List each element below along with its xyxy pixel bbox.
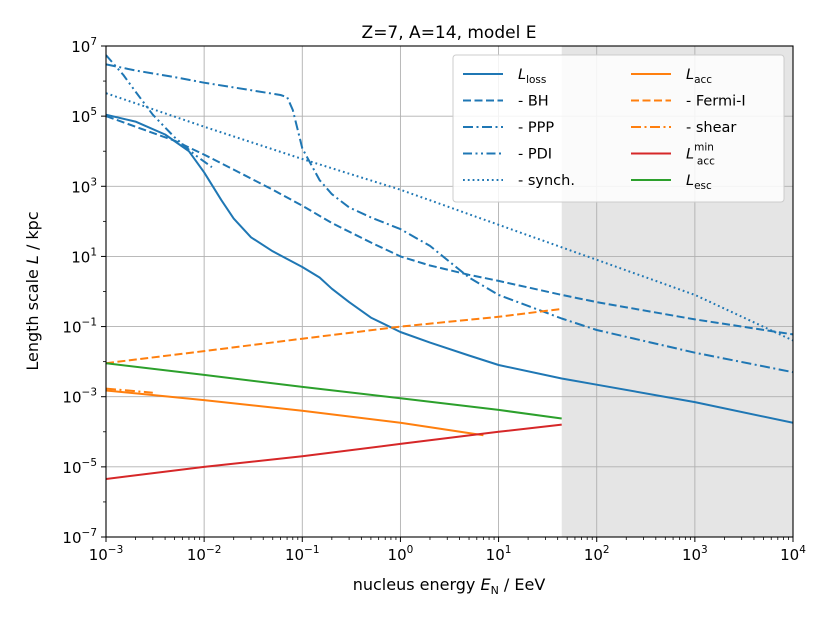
x-tick-label: 10−3 — [89, 544, 124, 564]
series-line-l-loss — [106, 113, 793, 424]
x-tick-label: 101 — [486, 544, 512, 564]
y-tick-label: 10−7 — [62, 527, 97, 547]
x-tick-label: 103 — [682, 544, 708, 564]
y-tick-label: 107 — [71, 36, 97, 56]
legend-label: - synch. — [518, 173, 575, 189]
legend-label: Lmin acc — [686, 142, 715, 168]
legend-label: - PDI — [518, 147, 552, 163]
chart-title: Z=7, A=14, model E — [362, 23, 537, 43]
legend-label: - PPP — [518, 120, 554, 136]
x-axis-label: nucleus energy EN / EeV — [353, 575, 546, 597]
x-tick-label: 102 — [584, 544, 610, 564]
y-tick-label: 10−1 — [62, 317, 97, 337]
y-tick-label: 10−5 — [62, 457, 97, 477]
y-axis-label: Length scale L / kpc — [23, 211, 42, 370]
series-line-bh — [106, 115, 793, 336]
legend-label: Lloss — [518, 67, 546, 86]
y-tick-label: 105 — [71, 106, 97, 126]
legend-label: Lesc — [686, 173, 712, 192]
x-tick-label: 104 — [780, 544, 806, 564]
legend-label: Lacc — [686, 67, 712, 86]
series-line-fermi-i — [106, 307, 562, 365]
series-line-l-acc-min — [106, 423, 562, 480]
y-tick-label: 10−3 — [62, 387, 97, 407]
series-layer — [106, 54, 793, 480]
legend-label: - shear — [686, 120, 736, 136]
legend: Lloss - BH - PPP - PDI - synch. Lacc - Fe… — [452, 54, 785, 203]
legend-label: - BH — [518, 94, 549, 110]
x-tick-label: 10−2 — [187, 544, 222, 564]
tick-layer: 10−3 10−2 10−1 100 101 102 103 104 10−7 10−5 10−3 1… — [62, 36, 806, 564]
legend-label: - Fermi-I — [686, 94, 746, 110]
y-tick-label: 103 — [71, 176, 97, 196]
series-line-l-acc — [106, 389, 484, 437]
series-line-l-esc — [106, 362, 562, 420]
x-tick-label: 10−1 — [285, 544, 320, 564]
series-line-synch- — [106, 92, 793, 342]
series-line-pdi — [106, 54, 213, 169]
y-tick-label: 101 — [71, 246, 97, 266]
series-line-shear — [106, 387, 153, 394]
x-tick-label: 100 — [388, 544, 414, 564]
legend-box — [452, 54, 785, 203]
